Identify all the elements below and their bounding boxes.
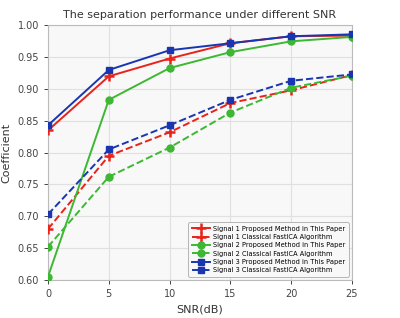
Legend: Signal 1 Proposed Method in This Paper, Signal 1 Classical FastICA Algorithm, Si: Signal 1 Proposed Method in This Paper, …	[188, 222, 349, 277]
Title: The separation performance under different SNR: The separation performance under differe…	[64, 10, 336, 20]
Y-axis label: Coefficient: Coefficient	[2, 122, 12, 183]
X-axis label: SNR(dB): SNR(dB)	[177, 304, 223, 315]
